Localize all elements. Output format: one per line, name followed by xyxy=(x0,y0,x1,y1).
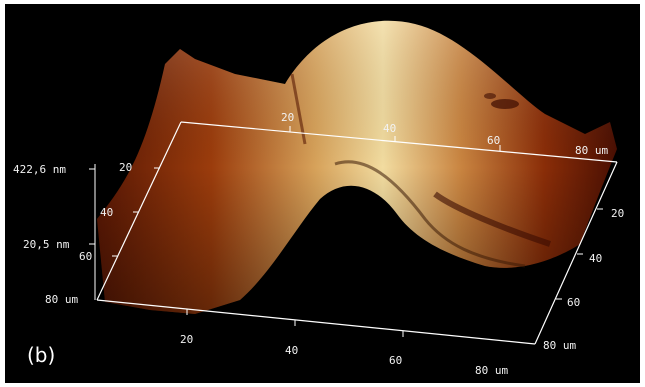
height-surface xyxy=(97,20,617,314)
bottom-axis-tick-80: 80 um xyxy=(475,364,508,377)
left-axis-tick-60: 60 xyxy=(79,250,92,263)
right-axis-tick-80: 80 um xyxy=(543,339,576,352)
top-axis-tick-60: 60 xyxy=(487,134,500,147)
right-axis-tick-40: 40 xyxy=(589,252,602,265)
bottom-axis-tick-40: 40 xyxy=(285,344,298,357)
afm-3d-topography: 20 40 60 80 um 20 40 60 422,6 nm 20,5 nm… xyxy=(13,20,624,377)
left-axis-tick-20: 20 xyxy=(119,161,132,174)
panel-label: (b) xyxy=(27,343,55,367)
bottom-axis-tick-60: 60 xyxy=(389,354,402,367)
top-axis-tick-20: 20 xyxy=(281,111,294,124)
left-axis-tick-40: 40 xyxy=(100,206,113,219)
top-axis-tick-80: 80 um xyxy=(575,144,608,157)
right-axis-tick-20: 20 xyxy=(611,207,624,220)
bottom-axis-tick-20: 20 xyxy=(180,333,193,346)
back-frame xyxy=(96,121,618,345)
afm-image-panel: 20 40 60 80 um 20 40 60 422,6 nm 20,5 nm… xyxy=(5,4,640,383)
height-tick-mid: 20,5 nm xyxy=(23,238,70,251)
height-tick-80um: 80 um xyxy=(45,293,78,306)
height-tick-max: 422,6 nm xyxy=(13,163,66,176)
height-axis xyxy=(89,164,96,300)
right-axis-tick-60: 60 xyxy=(567,296,580,309)
top-axis-tick-40: 40 xyxy=(383,122,396,135)
